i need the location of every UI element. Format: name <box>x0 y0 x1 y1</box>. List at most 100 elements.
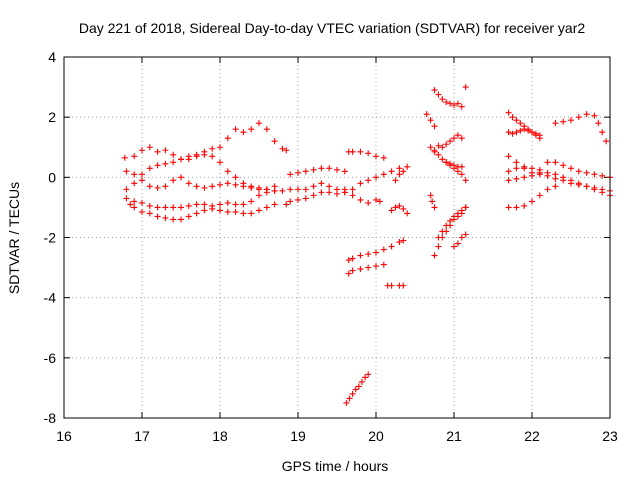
data-point <box>295 186 301 193</box>
x-tick-label: 21 <box>446 428 462 444</box>
y-tick-label: -8 <box>44 410 57 426</box>
data-point <box>185 180 192 187</box>
data-point <box>139 177 145 184</box>
data-point <box>326 165 333 172</box>
data-point <box>443 222 450 229</box>
data-point <box>451 243 457 250</box>
data-point <box>392 204 399 211</box>
data-point <box>439 156 446 163</box>
series-trace-w <box>431 204 469 259</box>
series-trace-u <box>443 159 465 170</box>
data-point <box>217 181 223 188</box>
data-point <box>544 169 551 176</box>
data-point <box>458 234 465 241</box>
data-point <box>373 153 379 160</box>
data-point <box>431 252 438 259</box>
data-point <box>435 91 442 98</box>
data-point <box>365 177 372 184</box>
data-point <box>447 138 454 145</box>
data-point <box>209 153 216 160</box>
data-point <box>326 183 333 190</box>
series-trace-e <box>127 201 278 223</box>
data-point <box>568 165 574 172</box>
data-point <box>310 183 317 190</box>
data-point <box>560 118 567 125</box>
data-point <box>505 204 512 211</box>
data-point <box>345 270 352 277</box>
series-trace-ac <box>505 153 613 181</box>
series-trace-af <box>505 183 559 211</box>
data-point <box>376 198 383 205</box>
data-point <box>302 186 309 193</box>
data-point <box>536 171 543 178</box>
data-point <box>287 186 294 193</box>
data-point <box>447 100 454 107</box>
data-point <box>529 165 535 172</box>
data-point <box>357 148 364 155</box>
data-point <box>435 142 442 149</box>
data-point <box>536 132 543 139</box>
data-point <box>447 217 454 224</box>
data-point <box>521 202 528 209</box>
data-point <box>505 129 512 136</box>
data-point <box>373 263 379 270</box>
data-point <box>404 210 411 217</box>
data-point <box>139 208 145 215</box>
series-trace-k <box>345 261 387 277</box>
data-point <box>139 147 145 154</box>
data-point <box>178 156 184 163</box>
data-point <box>462 231 469 238</box>
data-point <box>283 147 290 154</box>
axis-ticks: 16 17 18 19 20 21 22 23 -8 -6 -4 -2 0 2 4 <box>44 49 618 444</box>
data-point <box>224 135 231 142</box>
data-point <box>400 282 407 289</box>
data-point <box>532 130 539 137</box>
data-point <box>505 109 512 116</box>
data-point <box>513 159 520 166</box>
data-point <box>256 186 262 193</box>
data-point <box>121 154 128 161</box>
data-point <box>341 168 348 175</box>
data-point <box>544 186 551 193</box>
data-point <box>575 180 582 187</box>
data-point <box>454 132 461 139</box>
data-point <box>318 180 325 187</box>
data-point <box>443 159 450 166</box>
data-point <box>146 183 153 190</box>
data-point <box>458 163 465 170</box>
y-tick-label: -6 <box>44 350 57 366</box>
data-point <box>454 240 461 247</box>
data-point <box>365 371 372 378</box>
data-point <box>380 171 387 178</box>
data-point <box>271 138 278 145</box>
series-trace-r <box>462 84 469 91</box>
data-point <box>396 171 403 178</box>
series-trace-m <box>343 371 372 406</box>
data-point <box>583 169 590 176</box>
data-point <box>232 181 239 188</box>
series-trace-h <box>341 186 383 206</box>
data-point <box>599 172 606 179</box>
data-point <box>583 111 590 118</box>
data-point <box>178 216 184 223</box>
data-point <box>154 162 161 169</box>
data-point <box>529 172 535 179</box>
data-point <box>345 257 352 264</box>
series-trace-v <box>427 192 438 211</box>
data-point <box>193 153 200 160</box>
data-point <box>178 174 184 181</box>
data-point <box>431 204 438 211</box>
data-point <box>552 171 559 178</box>
data-point <box>185 213 192 220</box>
data-point <box>349 192 356 199</box>
data-point <box>431 123 438 130</box>
data-point <box>271 201 278 208</box>
data-point <box>439 96 446 103</box>
data-point <box>131 198 138 205</box>
data-point <box>334 166 340 173</box>
data-point <box>521 126 528 133</box>
data-point <box>310 192 317 199</box>
x-tick-label: 16 <box>56 428 72 444</box>
series-trace-g <box>287 165 348 178</box>
